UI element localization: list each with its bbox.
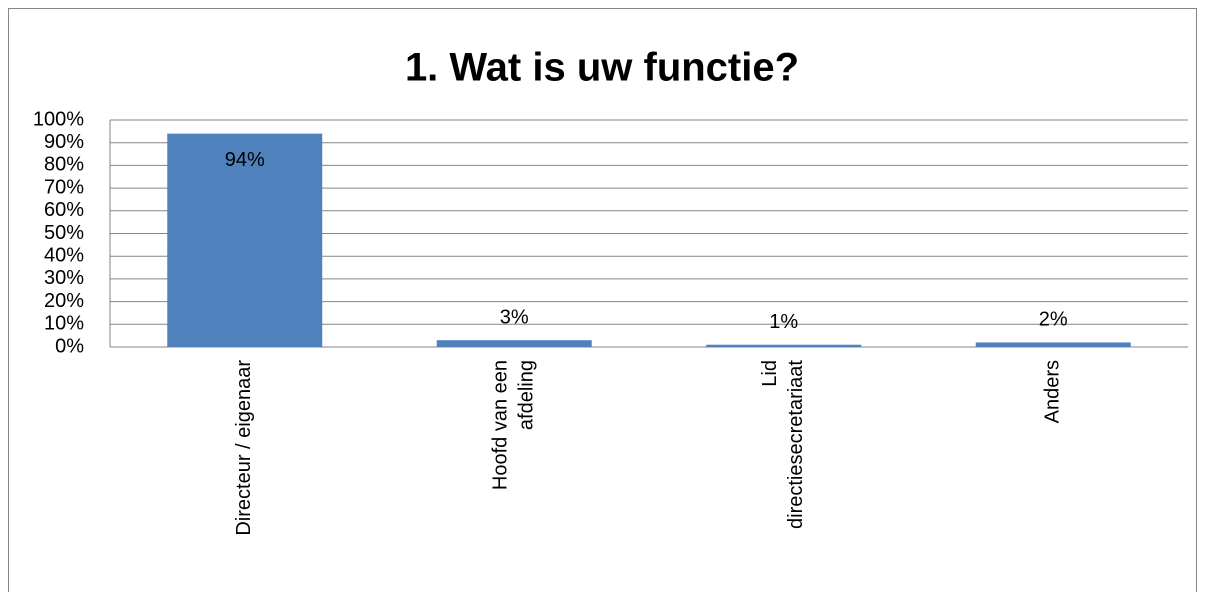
bar bbox=[167, 133, 323, 347]
y-tick-label: 40% bbox=[44, 244, 84, 266]
y-tick-label: 100% bbox=[33, 108, 84, 130]
chart-title: 1. Wat is uw functie? bbox=[405, 46, 799, 90]
data-label: 94% bbox=[225, 149, 265, 171]
y-tick-label: 0% bbox=[55, 335, 84, 357]
y-tick-label: 70% bbox=[44, 176, 84, 198]
y-tick-label: 10% bbox=[44, 313, 84, 335]
x-tick-label-line: Hoofd van een bbox=[490, 360, 512, 490]
x-tick-label-line: afdeling bbox=[516, 360, 538, 436]
x-tick-label-line: directiesecretariaat bbox=[785, 360, 807, 535]
x-tick-label-line: Lid bbox=[759, 360, 781, 387]
data-label: 2% bbox=[1039, 309, 1068, 331]
y-tick-label: 90% bbox=[44, 131, 84, 153]
y-tick-label: 80% bbox=[44, 154, 84, 176]
bar bbox=[706, 344, 862, 347]
data-label: 3% bbox=[500, 306, 529, 328]
x-tick-label: Lid directiesecretariaat bbox=[759, 360, 807, 535]
x-tick-label: Directeur / eigenaar bbox=[233, 360, 255, 536]
x-tick-label: Anders bbox=[1042, 360, 1064, 423]
x-tick-label: Hoofd van een afdeling bbox=[490, 360, 538, 490]
y-tick-label: 30% bbox=[44, 267, 84, 289]
y-tick-label: 20% bbox=[44, 290, 84, 312]
y-tick-label: 60% bbox=[44, 199, 84, 221]
bar bbox=[975, 342, 1131, 347]
y-tick-label: 50% bbox=[44, 222, 84, 244]
data-label: 1% bbox=[769, 311, 798, 333]
bar bbox=[436, 340, 592, 347]
